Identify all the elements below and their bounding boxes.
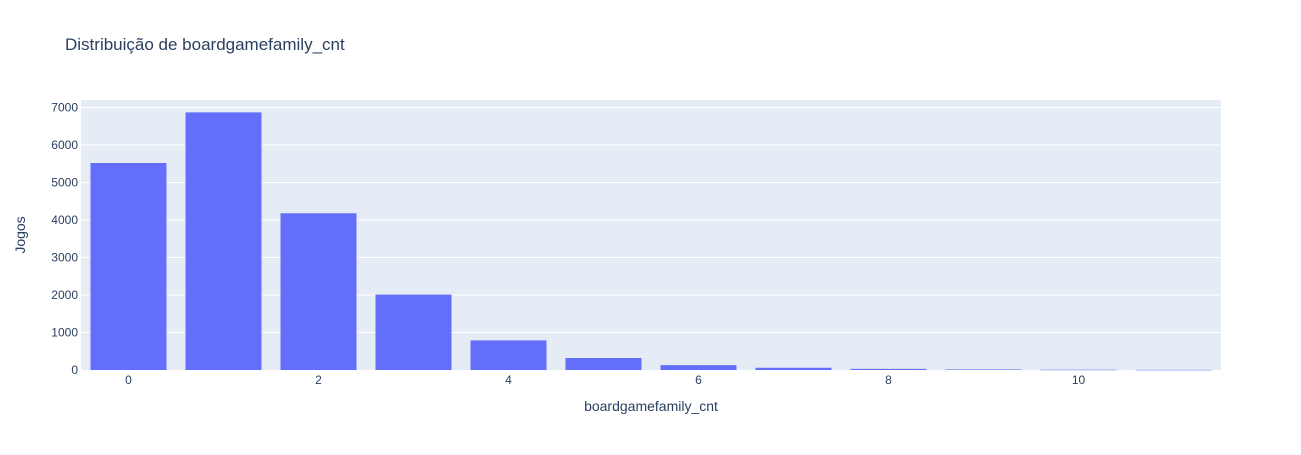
x-tick-label: 6: [695, 373, 702, 387]
y-tick-label: 3000: [51, 251, 78, 265]
bar-2[interactable]: [280, 213, 357, 370]
x-axis-title: boardgamefamily_cnt: [584, 398, 718, 414]
bar-10[interactable]: [1040, 369, 1117, 371]
y-tick-label: 2000: [51, 288, 78, 302]
y-tick-label: 6000: [51, 138, 78, 152]
bar-7[interactable]: [755, 367, 832, 370]
x-tick-label: 2: [315, 373, 322, 387]
bar-6[interactable]: [660, 365, 737, 370]
y-axis-title: Jogos: [12, 216, 28, 253]
bars: [90, 112, 1212, 371]
y-tick-label: 5000: [51, 176, 78, 190]
x-tick-label: 8: [885, 373, 892, 387]
gridlines: [81, 107, 1221, 333]
bar-0[interactable]: [90, 163, 167, 370]
y-tick-label: 0: [71, 363, 78, 377]
bar-11[interactable]: [1135, 369, 1212, 371]
y-axis-ticks: 0 1000 2000 3000 4000 5000 6000 7000: [51, 101, 78, 378]
x-tick-label: 4: [505, 373, 512, 387]
x-tick-label: 0: [125, 373, 132, 387]
bar-1[interactable]: [185, 112, 262, 370]
bar-8[interactable]: [850, 368, 927, 370]
bar-9[interactable]: [945, 369, 1022, 370]
y-tick-label: 7000: [51, 101, 78, 115]
x-axis-ticks: 0 2 4 6 8 10: [125, 373, 1085, 387]
bar-3[interactable]: [375, 294, 452, 370]
y-tick-label: 4000: [51, 213, 78, 227]
bar-4[interactable]: [470, 340, 547, 370]
x-tick-label: 10: [1072, 373, 1086, 387]
chart-title: Distribuição de boardgamefamily_cnt: [65, 35, 345, 54]
y-tick-label: 1000: [51, 326, 78, 340]
bar-5[interactable]: [565, 358, 642, 370]
